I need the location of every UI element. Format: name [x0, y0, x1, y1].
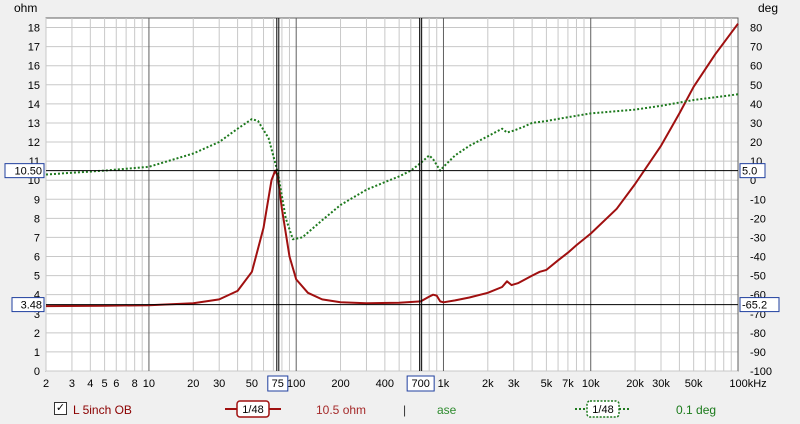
- y-left-tick-label: 12: [28, 137, 40, 149]
- phase-smoothing-button[interactable]: 1/48: [575, 400, 631, 418]
- y-right-tick-label: 30: [750, 118, 762, 130]
- smoothing-label-1: 1/48: [242, 404, 263, 416]
- y-right-tick-label: -30: [750, 232, 766, 244]
- y-left-tick-label: 10: [28, 175, 40, 187]
- smoothing-label-2: 1/48: [592, 404, 613, 416]
- phase-readout: 0.1 deg: [676, 403, 717, 417]
- y-left-tick-label: 3: [34, 309, 40, 321]
- y-left-tick-label: 11: [29, 156, 40, 168]
- y-right-tick-label: -100: [750, 366, 772, 378]
- x-tick-label: 10k: [582, 378, 600, 390]
- y-left-tick-label: 16: [28, 61, 40, 73]
- cursor-y1-right-label-box: [739, 163, 766, 179]
- cursor-x2-label: 700: [411, 378, 429, 390]
- cursor-y1-left-label: 10.50: [14, 166, 42, 178]
- x-tick-label: 50: [246, 378, 258, 390]
- x-tick-label: 3: [69, 378, 75, 390]
- y-left-tick-label: 2: [34, 328, 40, 340]
- y-right-tick-label: -90: [750, 347, 766, 359]
- y-left-tick-label: 18: [28, 23, 40, 35]
- y-left-tick-label: 1: [34, 347, 40, 359]
- cursor-y1-right-label: 5.0: [742, 166, 757, 178]
- y-right-tick-label: -20: [750, 213, 766, 225]
- y-right-tick-label: -50: [750, 271, 766, 283]
- x-tick-label: 2: [43, 378, 49, 390]
- cursor-y2-left-label-box: [11, 297, 45, 313]
- x-tick-label: 5: [102, 378, 108, 390]
- y-left-tick-label: 8: [34, 213, 40, 225]
- x-tick-label: 100: [287, 378, 305, 390]
- y-left-tick-label: 17: [28, 42, 40, 54]
- trace-name-label: L 5inch OB: [73, 403, 132, 417]
- y-right-tick-label: 70: [750, 42, 762, 54]
- cursor-y2-left-label: 3.48: [21, 300, 42, 312]
- trace-visibility-checkbox[interactable]: ✓: [54, 402, 67, 415]
- x-tick-label: 400: [376, 378, 394, 390]
- x-tick-label: 30k: [652, 378, 670, 390]
- y-right-tick-label: 40: [750, 99, 762, 111]
- x-tick-label: 5k: [541, 378, 553, 390]
- y-left-tick-label: 5: [34, 271, 40, 283]
- x-tick-label: 3k: [508, 378, 520, 390]
- phase-trace-label: ase: [437, 403, 457, 417]
- x-tick-label: 4: [87, 378, 93, 390]
- y-right-tick-label: -80: [750, 328, 766, 340]
- cursor-x2-label-box: [406, 375, 435, 392]
- cursor-x1-label-box: [267, 375, 289, 392]
- cursor-y2-right-label-box: [739, 297, 780, 313]
- x-tick-label: 20k: [626, 378, 644, 390]
- y-right-tick-label: -10: [750, 194, 766, 206]
- x-tick-label: 50k: [685, 378, 703, 390]
- y-right-tick-label: 0: [750, 175, 756, 187]
- x-tick-label: 6: [113, 378, 119, 390]
- x-tick-label: 30: [213, 378, 225, 390]
- y-left-tick-label: 6: [34, 252, 40, 264]
- impedance-curve: [45, 23, 739, 308]
- y-right-tick-label: -40: [750, 252, 766, 264]
- legend-bar: ✓ L 5inch OB 1/48 10.5 ohm | ase 1/48 0.…: [0, 398, 800, 422]
- y-left-tick-label: 9: [34, 194, 40, 206]
- y-left-tick-label: 4: [34, 290, 40, 302]
- impedance-readout: 10.5 ohm: [316, 403, 367, 417]
- legend-separator: |: [403, 403, 407, 417]
- cursor-x1-label: 75: [272, 378, 284, 390]
- cursor-y2-right-label: -65.2: [742, 300, 767, 312]
- x-tick-label: 2k: [482, 378, 494, 390]
- left-axis-unit: ohm: [14, 1, 37, 15]
- y-right-tick-label: 20: [750, 137, 762, 149]
- x-tick-label: 100kHz: [729, 378, 766, 390]
- x-tick-label: 200: [331, 378, 349, 390]
- y-left-tick-label: 7: [34, 232, 40, 244]
- y-left-tick-label: 13: [28, 118, 40, 130]
- x-tick-label: 20: [187, 378, 199, 390]
- x-tick-label: 8: [132, 378, 138, 390]
- y-left-tick-label: 0: [34, 366, 40, 378]
- cursor-y1-left-label-box: [4, 163, 45, 179]
- x-tick-label: 10: [143, 378, 155, 390]
- x-tick-label: 1k: [438, 378, 450, 390]
- y-right-tick-label: 50: [750, 80, 762, 92]
- y-right-tick-label: 80: [750, 23, 762, 35]
- y-left-tick-label: 15: [28, 80, 40, 92]
- impedance-smoothing-button[interactable]: 1/48: [225, 400, 281, 418]
- x-tick-label: 7k: [562, 378, 574, 390]
- right-axis-unit: deg: [758, 1, 778, 15]
- y-right-tick-label: 60: [750, 61, 762, 73]
- y-left-tick-label: 14: [28, 99, 40, 111]
